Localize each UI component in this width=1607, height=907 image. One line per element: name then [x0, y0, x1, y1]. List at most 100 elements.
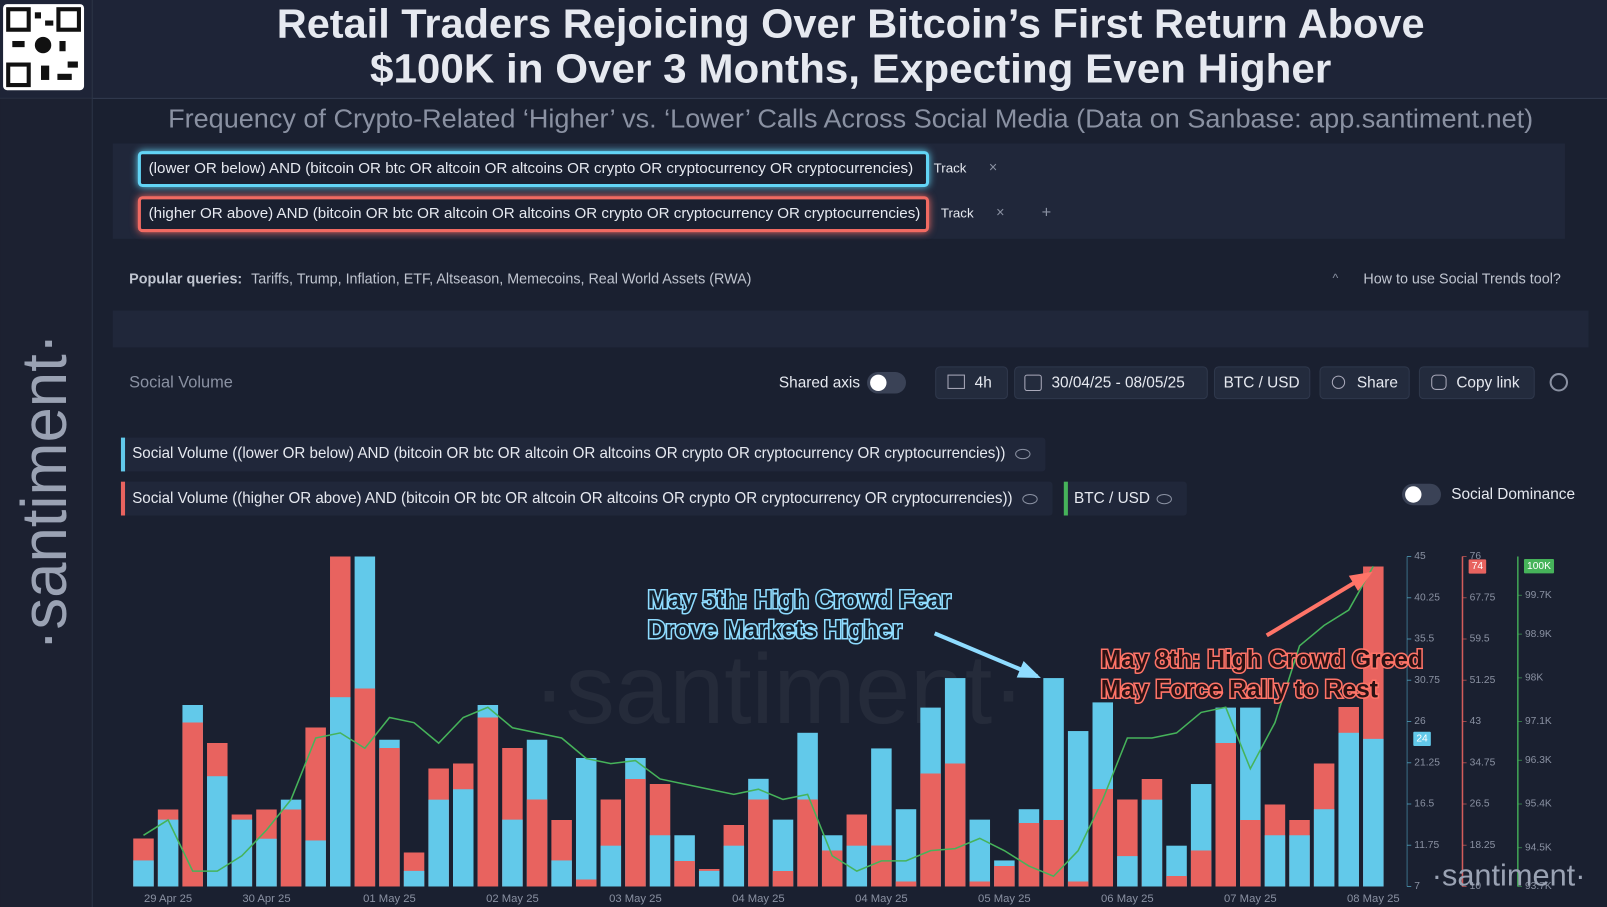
bar [698, 870, 720, 887]
share: Share [1357, 374, 1398, 391]
eye-icon[interactable] [1156, 493, 1172, 505]
remove-icon[interactable]: × [989, 160, 997, 176]
legend-item[interactable] [120, 437, 1046, 472]
annotation: May 8th: High Crowd Greed [1101, 647, 1423, 674]
y-tick-label: 30.75 [1414, 675, 1440, 686]
bar [1067, 881, 1089, 887]
x-tick-label: 04 May 25 [732, 893, 785, 905]
popular-items[interactable]: Tariffs, Trump, Inflation, ETF, Altseaso… [251, 272, 751, 288]
header-band [0, 0, 1607, 99]
y-tick-label: 10 [1470, 881, 1482, 892]
bar [1264, 835, 1286, 887]
bar [969, 819, 991, 887]
x-tick-label: 06 May 25 [1101, 893, 1154, 905]
bar [256, 838, 277, 887]
x-tick-label: 30 Apr 25 [242, 893, 290, 905]
pair-button[interactable] [1213, 366, 1311, 400]
legend-label: BTC / USD [1074, 490, 1150, 507]
interval-button[interactable] [935, 366, 1008, 400]
x-tick-label: 05 May 25 [978, 893, 1031, 905]
value-badge [1468, 559, 1487, 574]
value-badge [1413, 731, 1431, 747]
subtitle: Frequency of Crypto-Related ‘Higher’ vs.… [168, 106, 1533, 134]
bar [477, 717, 499, 887]
bar [157, 819, 179, 887]
query-input[interactable] [137, 151, 930, 188]
bar [1289, 835, 1310, 887]
copy-button[interactable] [1418, 366, 1535, 400]
bar [1338, 732, 1359, 887]
track-button[interactable]: Track [934, 161, 967, 176]
y-tick-label: 16.5 [1414, 799, 1434, 810]
bar [994, 866, 1015, 887]
bar [1166, 876, 1187, 887]
qr-code [3, 4, 85, 91]
query-text: (lower OR below) AND (bitcoin OR btc OR … [149, 161, 914, 177]
bar [895, 881, 917, 887]
plot: 7 11.75 16.5 21.25 26 30.75 35.5 40.25 45 10 18.25… [133, 551, 1555, 905]
bar [502, 819, 523, 887]
share-button[interactable] [1319, 366, 1410, 400]
y-tick-label: 18.25 [1470, 840, 1496, 851]
y-tick-label: 99.7K [1525, 590, 1552, 601]
popular-label: Popular queries: [129, 272, 242, 288]
bar [354, 688, 376, 887]
y-tick-label: 98.9K [1525, 629, 1552, 640]
x-tick-label: 29 Apr 25 [144, 893, 192, 905]
y-tick-label: 76 [1470, 551, 1482, 562]
social-dominance-label: Social Dominance [1451, 486, 1575, 503]
help-link[interactable]: How to use Social Trends tool? [1363, 272, 1561, 288]
toggle-knob [870, 374, 887, 391]
y-tick-label: 26.5 [1470, 799, 1490, 810]
x-tick-label: 03 May 25 [609, 893, 662, 905]
value-badge [1523, 559, 1555, 574]
bar [575, 757, 597, 887]
bar [452, 789, 474, 887]
settings-icon[interactable] [1549, 373, 1569, 392]
y-tick-label: 43 [1470, 716, 1482, 727]
bar [428, 799, 449, 887]
value-badge-label: 100K [1527, 561, 1551, 572]
eye-icon[interactable] [1022, 493, 1038, 505]
sidebar [0, 98, 93, 907]
query-text: (higher OR above) AND (bitcoin OR btc OR… [149, 206, 921, 222]
brand-vertical: ·santiment· [9, 333, 80, 651]
spacer-band [112, 310, 1589, 348]
y-tick-label: 34.75 [1470, 757, 1496, 768]
bar [920, 773, 941, 887]
legend-item[interactable] [1063, 481, 1187, 516]
bar [871, 845, 892, 887]
add-icon[interactable]: + [1042, 203, 1052, 221]
chevron-icon: ^ [1333, 271, 1339, 285]
y-tick-label: 11.75 [1414, 840, 1439, 851]
x-tick-label: 04 May 25 [855, 893, 908, 905]
arrow-head [1348, 571, 1373, 592]
bar [379, 748, 400, 887]
y-tick-label: 96.3K [1525, 755, 1552, 766]
bar [1117, 856, 1138, 887]
date-button[interactable] [1014, 366, 1208, 400]
y-tick-label: 35.5 [1414, 634, 1434, 645]
annotation: May Force Rally to Rest [1101, 676, 1378, 703]
legend-swatch [120, 437, 126, 472]
x-tick-label: 01 May 25 [363, 893, 416, 905]
remove-icon[interactable]: × [996, 205, 1004, 221]
bar [600, 845, 622, 887]
bar [551, 860, 572, 887]
bar [649, 835, 671, 887]
y-tick-label: 21.25 [1414, 757, 1440, 768]
track-button[interactable]: Track [941, 206, 974, 221]
legend-item[interactable] [120, 481, 1053, 516]
arrow [933, 631, 1038, 679]
watermark: ·santiment· [533, 634, 1025, 744]
bar [207, 776, 228, 887]
bar [1067, 731, 1089, 887]
value-badge-label: 74 [1472, 561, 1484, 572]
query-input[interactable] [137, 196, 930, 233]
y-tick-label: 26 [1414, 716, 1426, 727]
bar [182, 722, 203, 887]
eye-icon[interactable] [1015, 448, 1031, 460]
line [143, 565, 1374, 878]
icon [1431, 374, 1447, 390]
